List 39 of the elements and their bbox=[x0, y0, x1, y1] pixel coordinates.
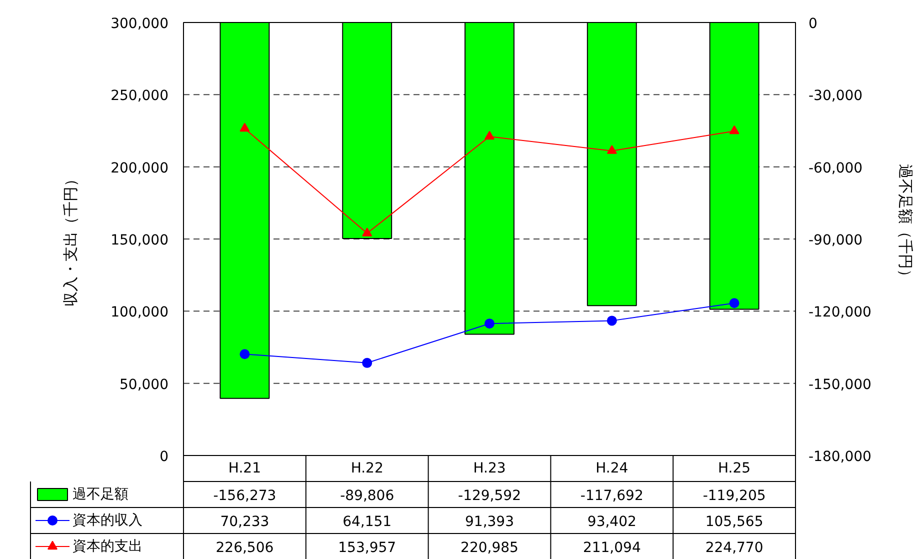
y-tick-label: 50,000 bbox=[120, 376, 169, 393]
x-tick-label: H.25 bbox=[718, 460, 751, 476]
data-label: -129,592 bbox=[458, 488, 521, 504]
data-label: 91,393 bbox=[465, 514, 514, 530]
data-label: -119,205 bbox=[702, 488, 766, 504]
y-tick-label: 100,000 bbox=[110, 304, 169, 321]
data-label: 153,957 bbox=[338, 540, 396, 556]
x-tick-label: H.23 bbox=[473, 460, 506, 476]
data-label: 93,402 bbox=[587, 514, 636, 530]
y-axis-title: 収入・支出（千円） bbox=[62, 172, 80, 306]
x-tick-label: H.24 bbox=[596, 460, 628, 476]
legend-label: 資本的収入 bbox=[72, 512, 142, 528]
y2-tick-label: -60,000 bbox=[808, 160, 863, 176]
y2-tick-label: -30,000 bbox=[808, 88, 863, 104]
legend-label: 過不足額 bbox=[72, 486, 128, 502]
data-label: -89,806 bbox=[340, 488, 394, 504]
legend-label: 資本的支出 bbox=[72, 538, 142, 554]
y-tick-label: 0 bbox=[160, 449, 169, 465]
y-tick-label: 250,000 bbox=[110, 88, 169, 104]
data-label: 70,233 bbox=[220, 514, 270, 530]
data-label: -156,273 bbox=[213, 488, 276, 504]
data-label: 105,565 bbox=[705, 514, 764, 530]
data-label: 224,770 bbox=[705, 540, 764, 556]
data-label: 220,985 bbox=[460, 540, 518, 556]
data-label: 211,094 bbox=[582, 540, 641, 556]
y2-axis-title: 過不足額（千円） bbox=[896, 164, 914, 284]
data-label: -117,692 bbox=[580, 488, 644, 504]
y-tick-label: 200,000 bbox=[110, 160, 169, 176]
x-tick-label: H.22 bbox=[350, 460, 384, 476]
y2-tick-label: -180,000 bbox=[808, 449, 872, 465]
data-label: 226,506 bbox=[216, 540, 274, 556]
y2-tick-label: -150,000 bbox=[808, 376, 872, 393]
y-tick-label: 300,000 bbox=[110, 16, 169, 32]
y2-tick-label: -90,000 bbox=[808, 232, 863, 248]
x-tick-label: H.21 bbox=[228, 460, 261, 476]
y-tick-label: 150,000 bbox=[110, 232, 169, 248]
y2-tick-label: 0 bbox=[808, 16, 818, 32]
y2-tick-label: -120,000 bbox=[808, 304, 872, 321]
data-label: 64,151 bbox=[342, 514, 392, 530]
